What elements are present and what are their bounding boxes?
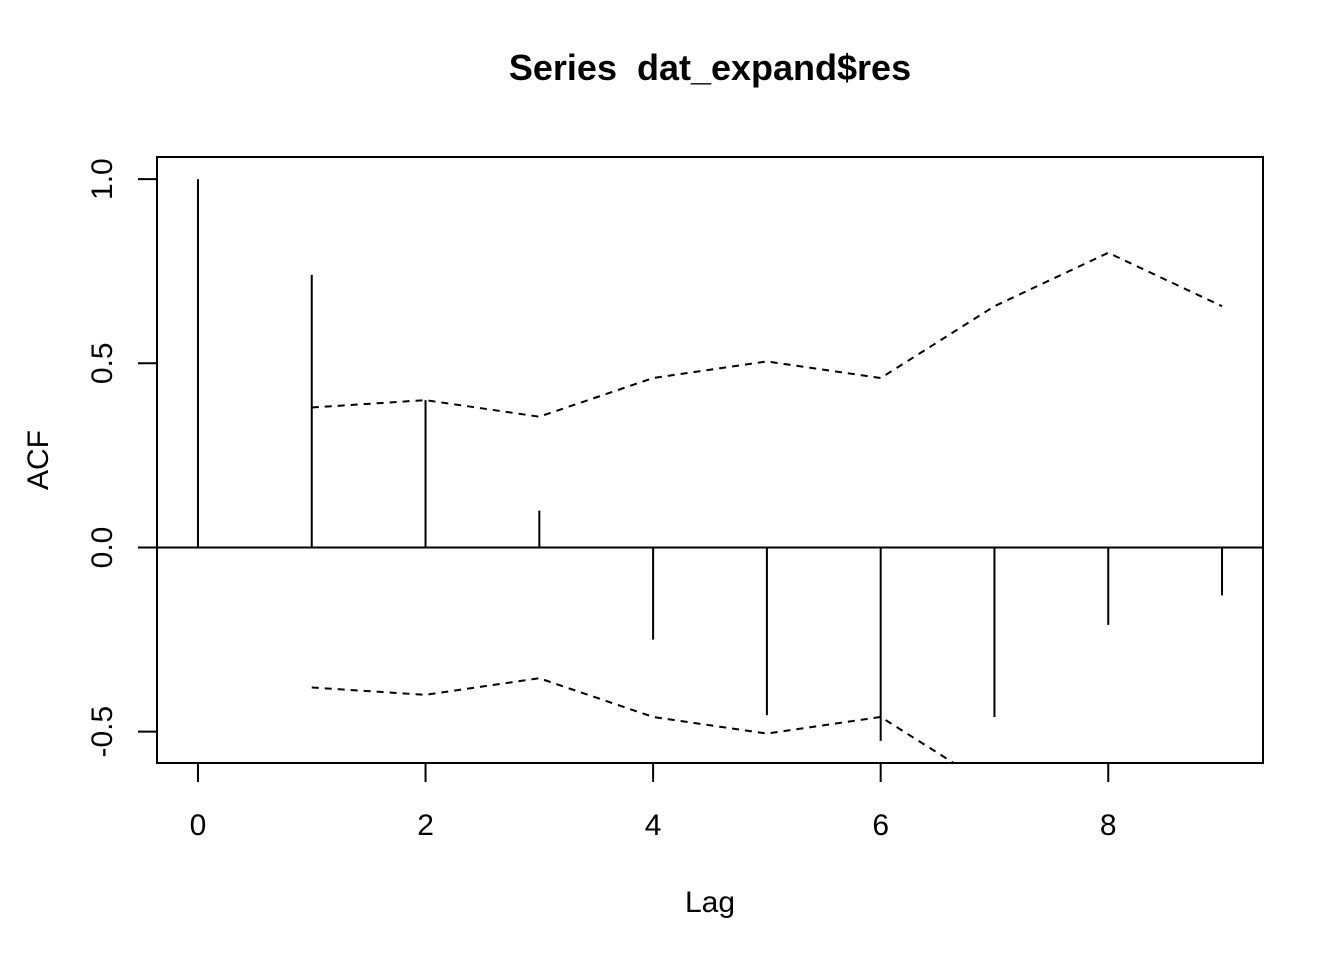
confidence-bands [311,251,1223,763]
x-tick-label-0: 0 [190,809,207,842]
confidence-band-upper [311,251,1223,418]
y-tick-label-3: 1.0 [86,158,119,200]
plot-area [157,179,1263,763]
x-tick-label-3: 6 [872,809,889,842]
y-tick-label-0: -0.5 [86,706,119,758]
y-axis: -0.5 0.0 0.5 1.0 [86,158,157,758]
x-tick-label-1: 2 [417,809,434,842]
y-tick-label-1: 0.0 [86,527,119,569]
y-axis-label: ACF [22,430,55,490]
acf-bars [196,179,1224,741]
x-axis-label: Lag [685,886,735,919]
chart-title: Series dat_expand$res [509,47,911,88]
x-axis: 0 2 4 6 8 [190,763,1117,842]
y-tick-label-2: 0.5 [86,342,119,384]
plot-frame [156,156,1264,764]
x-tick-label-2: 4 [645,809,662,842]
x-tick-label-4: 8 [1100,809,1117,842]
